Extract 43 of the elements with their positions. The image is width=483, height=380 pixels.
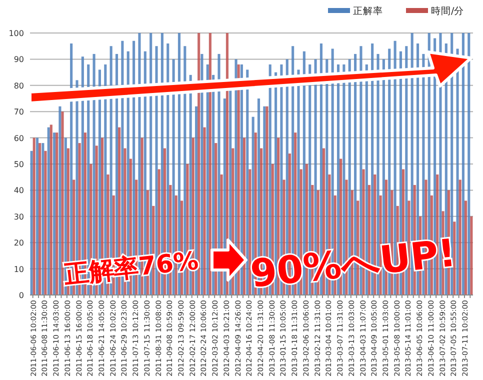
- bar: [208, 33, 212, 295]
- legend-label: 正解率: [353, 5, 383, 17]
- bar: [44, 150, 47, 295]
- bar: [32, 138, 36, 295]
- y-tick-label: 20: [14, 238, 24, 248]
- bar: [138, 33, 141, 295]
- bar: [61, 112, 64, 295]
- bar: [468, 33, 470, 295]
- y-tick-label: 10: [14, 264, 24, 274]
- y-tick-label: 80: [14, 81, 24, 90]
- annotation: 正解率76%: [62, 246, 200, 290]
- y-tick-label: 100: [8, 29, 24, 38]
- bar: [58, 106, 62, 295]
- legend-label: 時間/分: [431, 5, 464, 17]
- bar: [30, 150, 33, 295]
- y-tick-label: 30: [14, 212, 24, 222]
- bar: [206, 64, 209, 295]
- annotation: 90%へUP!: [248, 230, 458, 296]
- bar: [36, 138, 39, 295]
- bar: [242, 138, 246, 295]
- bar: [470, 216, 473, 295]
- bar: [198, 33, 200, 295]
- bar: [246, 70, 249, 295]
- bar: [458, 180, 462, 295]
- y-tick-label: 50: [14, 160, 24, 169]
- bar: [56, 132, 58, 295]
- y-tick-label: 40: [14, 186, 24, 196]
- bar: [47, 127, 50, 295]
- y-tick-label: 90: [14, 55, 24, 64]
- bar: [50, 124, 52, 295]
- bar: [203, 127, 206, 295]
- bar: [462, 33, 464, 295]
- y-tick-label: 70: [14, 108, 24, 117]
- bar: [38, 143, 42, 295]
- bar: [456, 48, 459, 295]
- bar: [453, 222, 456, 295]
- bar: [200, 54, 204, 295]
- y-tick-label: 60: [14, 134, 24, 143]
- bar: [42, 143, 44, 295]
- y-tick-label: 0: [18, 291, 24, 300]
- bar: [248, 169, 252, 295]
- bar: [464, 200, 468, 295]
- bar: [53, 132, 56, 295]
